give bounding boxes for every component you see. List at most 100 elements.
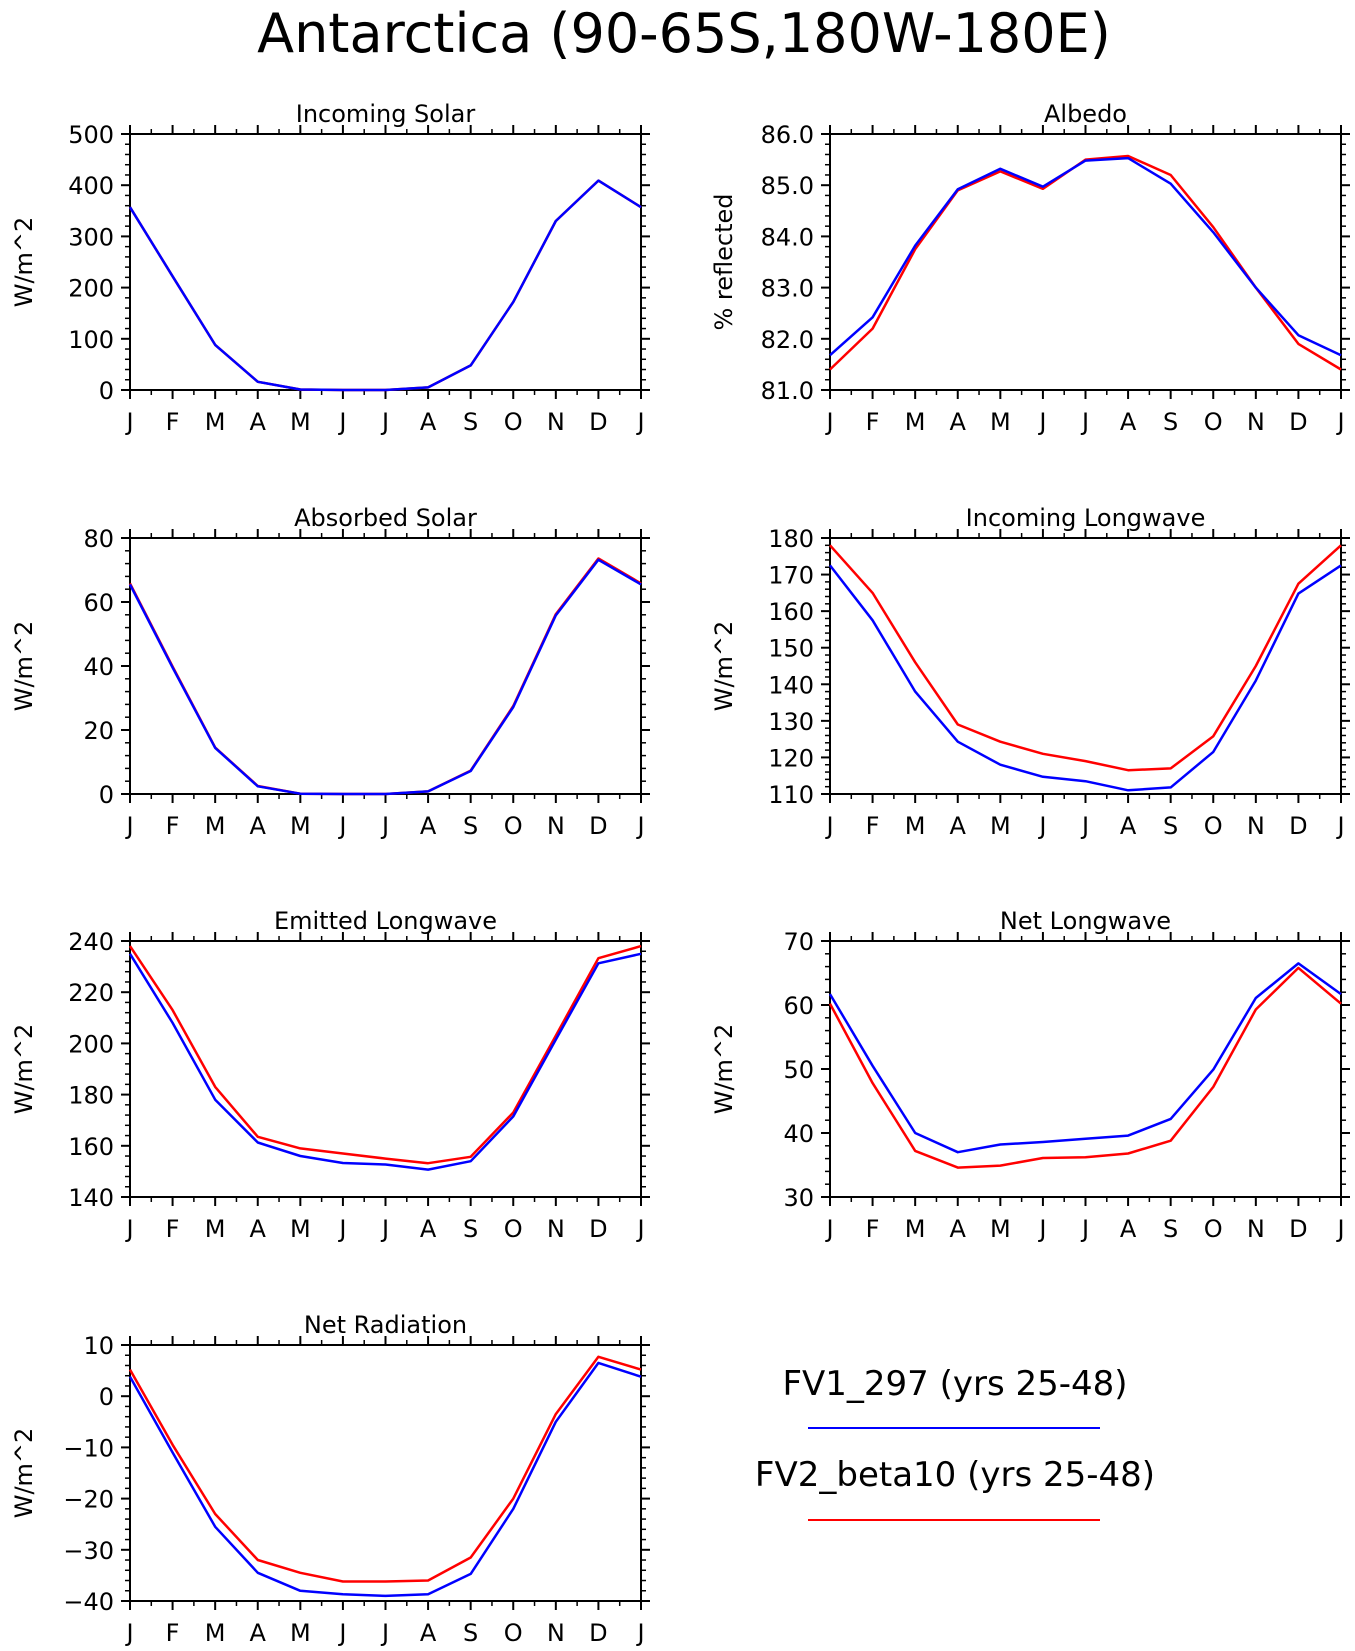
x-tick-label: M — [290, 1215, 311, 1243]
series-line-fv1-297 — [128, 952, 642, 1171]
x-tick-label: A — [250, 408, 267, 436]
y-tick-label: 81.0 — [761, 377, 814, 405]
x-tick-label: F — [866, 812, 880, 840]
x-tick-label: M — [905, 1215, 926, 1243]
y-tick-label: 500 — [68, 121, 114, 149]
y-tick-label: 160 — [68, 1133, 114, 1161]
series-line-fv2-beta10 — [829, 544, 1342, 772]
x-tick-label: O — [504, 812, 523, 840]
y-tick-label: 84.0 — [761, 223, 814, 251]
x-tick-label: F — [166, 812, 180, 840]
y-axis-label: W/m^2 — [10, 217, 38, 308]
y-tick-label: 70 — [783, 928, 814, 956]
series-line-fv1-297 — [128, 558, 642, 796]
x-tick-label: J — [124, 1619, 133, 1647]
y-axis-label: % reflected — [710, 193, 738, 330]
x-tick-label: F — [166, 1619, 180, 1647]
y-tick-label: 0 — [99, 781, 114, 809]
x-tick-label: A — [250, 812, 267, 840]
x-tick-label: M — [205, 1215, 226, 1243]
series-line-fv1-297 — [128, 1361, 642, 1598]
plot-frame — [829, 537, 1342, 795]
x-tick-label: J — [1080, 1215, 1089, 1243]
x-tick-label: A — [250, 1215, 267, 1243]
plot-frame — [129, 1344, 642, 1602]
x-tick-label: A — [250, 1619, 267, 1647]
x-tick-label: O — [1204, 408, 1223, 436]
series-line-fv1-297 — [128, 179, 642, 392]
legend-label-fv2: FV2_beta10 (yrs 25-48) — [755, 1455, 1155, 1495]
y-tick-label: 140 — [768, 671, 814, 699]
x-tick-label: M — [290, 1619, 311, 1647]
x-tick-label: J — [635, 408, 644, 436]
y-tick-label: 86.0 — [761, 121, 814, 149]
x-tick-label: J — [337, 1215, 346, 1243]
x-tick-label: J — [824, 408, 833, 436]
x-tick-label: N — [547, 1215, 565, 1243]
x-tick-label: A — [1120, 1215, 1137, 1243]
x-tick-label: J — [337, 1619, 346, 1647]
x-tick-label: N — [1247, 812, 1265, 840]
legend-label-fv1: FV1_297 (yrs 25-48) — [782, 1364, 1127, 1404]
x-tick-label: S — [1163, 1215, 1178, 1243]
y-tick-label: 200 — [68, 1030, 114, 1058]
x-tick-label: D — [1289, 812, 1307, 840]
y-tick-label: 50 — [783, 1056, 814, 1084]
x-tick-label: D — [589, 408, 607, 436]
y-tick-label: 180 — [768, 525, 814, 553]
y-axis-label: W/m^2 — [10, 621, 38, 712]
x-tick-label: J — [1335, 408, 1344, 436]
page-title: Antarctica (90-65S,180W-180E) — [257, 2, 1111, 65]
y-tick-label: 130 — [768, 708, 814, 736]
x-tick-label: A — [950, 812, 967, 840]
y-axis-label: W/m^2 — [710, 621, 738, 712]
y-tick-label: 180 — [68, 1082, 114, 1110]
series-line-fv1-297 — [829, 564, 1342, 792]
x-tick-label: J — [1080, 812, 1089, 840]
series-line-fv2-beta10 — [128, 1355, 642, 1583]
x-tick-label: J — [1037, 408, 1046, 436]
x-tick-label: A — [950, 408, 967, 436]
y-tick-label: 83.0 — [761, 275, 814, 303]
x-tick-label: J — [635, 1215, 644, 1243]
x-tick-label: J — [380, 1215, 389, 1243]
y-tick-label: 400 — [68, 172, 114, 200]
y-tick-label: 82.0 — [761, 326, 814, 354]
x-tick-label: N — [1247, 1215, 1265, 1243]
x-tick-label: D — [1289, 1215, 1307, 1243]
y-tick-label: 110 — [768, 781, 814, 809]
x-tick-label: S — [463, 1619, 478, 1647]
x-tick-label: J — [124, 812, 133, 840]
y-tick-label: 0 — [99, 377, 114, 405]
panel-title: Emitted Longwave — [274, 907, 497, 935]
x-tick-label: A — [420, 1215, 437, 1243]
x-tick-label: A — [950, 1215, 967, 1243]
x-tick-label: J — [824, 812, 833, 840]
y-tick-label: 40 — [783, 1120, 814, 1148]
y-tick-label: 85.0 — [761, 172, 814, 200]
y-tick-label: 40 — [83, 653, 114, 681]
x-tick-label: F — [866, 1215, 880, 1243]
x-tick-label: D — [589, 1619, 607, 1647]
x-tick-label: A — [420, 408, 437, 436]
x-tick-label: J — [1080, 408, 1089, 436]
legend: FV1_297 (yrs 25-48) FV2_beta10 (yrs 25-4… — [755, 1364, 1155, 1521]
y-axis-label: W/m^2 — [710, 1024, 738, 1115]
x-tick-label: M — [205, 408, 226, 436]
x-tick-label: J — [1037, 1215, 1046, 1243]
x-tick-label: S — [1163, 408, 1178, 436]
y-tick-label: 300 — [68, 223, 114, 251]
panel-title: Net Radiation — [304, 1311, 467, 1339]
x-tick-label: D — [1289, 408, 1307, 436]
x-tick-label: J — [635, 1619, 644, 1647]
y-tick-label: 200 — [68, 275, 114, 303]
x-tick-label: N — [547, 1619, 565, 1647]
x-tick-label: J — [124, 408, 133, 436]
x-tick-label: O — [504, 1619, 523, 1647]
x-tick-label: F — [166, 408, 180, 436]
panel-title: Incoming Solar — [296, 100, 476, 128]
